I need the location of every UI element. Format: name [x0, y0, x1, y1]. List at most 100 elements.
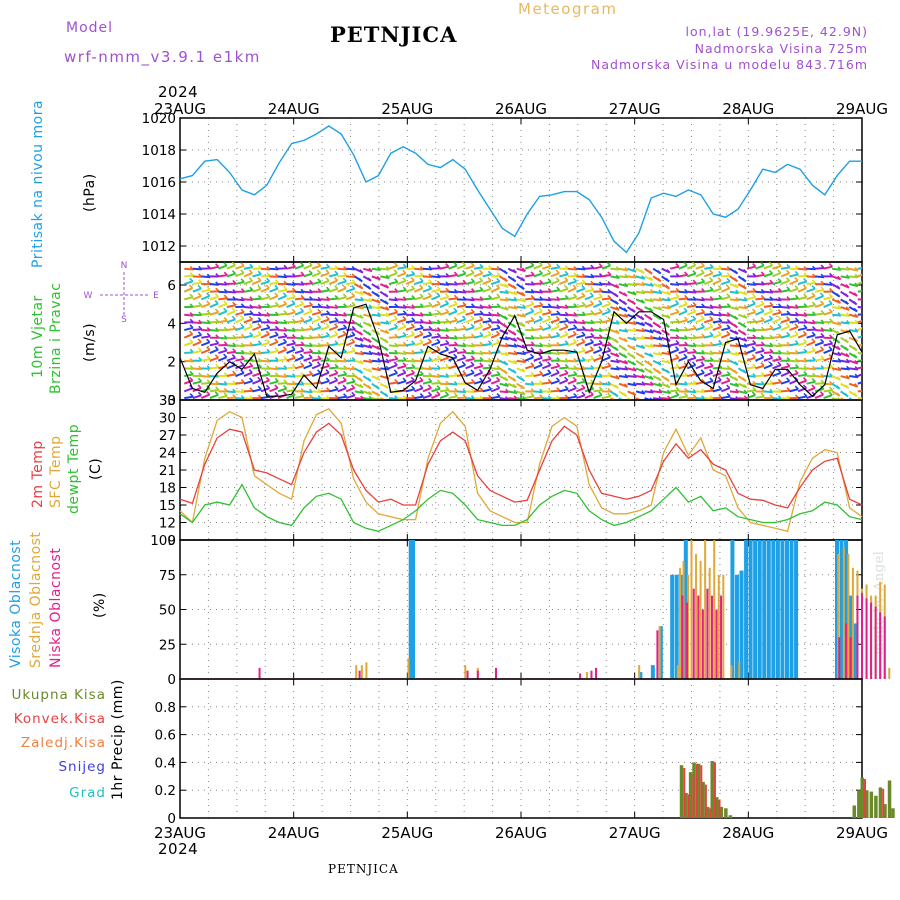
wind-arrow — [473, 318, 483, 324]
wind-arrow-head — [631, 361, 637, 366]
wind-arrow — [312, 336, 322, 339]
wind-arrow-head — [769, 348, 774, 353]
wind-arrow — [797, 295, 807, 301]
wind-arrow — [397, 289, 407, 293]
wind-arrow-head — [675, 391, 680, 396]
wind-arrow-head — [265, 277, 271, 282]
wind-arrow-head — [317, 388, 322, 393]
cloud-bar-0 — [794, 540, 799, 679]
wind-arrow — [524, 264, 535, 270]
wind-arrow — [405, 366, 415, 370]
wind-arrow-head — [470, 369, 475, 374]
wind-arrow — [473, 266, 484, 270]
wind-arrow-head — [478, 269, 484, 274]
model-label: Model — [66, 20, 114, 36]
wind-arrow — [465, 271, 475, 278]
wind-arrow-head — [479, 331, 484, 337]
wind-arrow — [218, 364, 228, 370]
wind-arrow-head — [453, 392, 458, 397]
wind-arrow-head — [385, 306, 390, 311]
cloud-bar-1 — [682, 560, 685, 679]
wind-arrow — [482, 388, 492, 393]
wind-arrow-head — [334, 363, 339, 369]
wind-arrow-head — [760, 341, 765, 346]
wind-arrow — [277, 348, 287, 354]
wind-arrow-head — [675, 263, 680, 268]
wind-arrow-head — [479, 286, 484, 291]
wind-arrow-head — [436, 346, 441, 351]
wind-arrow — [729, 298, 739, 302]
wind-arrow — [542, 344, 552, 348]
wind-arrow — [541, 364, 552, 370]
wind-arrow — [448, 336, 458, 340]
wind-arrow — [431, 288, 441, 293]
wind-arrow-head — [581, 325, 586, 331]
wind-arrow — [235, 381, 245, 385]
wind-arrow — [422, 394, 432, 400]
wind-arrow — [422, 275, 433, 278]
wind-arrow-head — [351, 284, 356, 290]
wind-arrow — [635, 290, 646, 295]
wind-arrow-head — [223, 346, 228, 351]
wind-arrow-head — [334, 357, 339, 363]
wind-arrow-head — [488, 265, 493, 270]
wind-arrow — [780, 266, 791, 270]
wind-arrow — [550, 279, 560, 285]
wind-arrow-head — [419, 348, 424, 353]
wind-arrow-head — [479, 263, 484, 268]
wind-arrow-head — [743, 337, 748, 342]
wind-arrow-head — [684, 294, 689, 300]
cloud-bar-0 — [789, 540, 794, 679]
wind-arrow-head — [317, 303, 322, 308]
wind-arrow-head — [684, 288, 689, 294]
wind-arrow — [703, 279, 714, 285]
wind-arrow — [542, 381, 552, 385]
wind-arrow — [720, 387, 731, 393]
wind-arrow-head — [282, 346, 287, 351]
wind-arrow-head — [530, 362, 535, 367]
wind-arrow-head — [820, 327, 825, 332]
wind-arrow — [576, 281, 586, 286]
wind-arrow — [763, 356, 773, 362]
wind-arrow — [832, 313, 842, 317]
wind-arrow — [857, 273, 862, 278]
wind-arrow — [405, 279, 415, 285]
wind-arrow-head — [436, 300, 441, 305]
wind-arrow — [286, 382, 296, 386]
y-tick-label: 50 — [159, 603, 176, 619]
wind-arrow-head — [572, 284, 577, 289]
wind-arrow — [201, 381, 211, 385]
wind-arrow — [670, 389, 680, 393]
wind-arrow-head — [692, 348, 697, 353]
wind-arrow-head — [641, 374, 646, 379]
wind-arrow-head — [291, 334, 297, 339]
wind-arrow-head — [334, 285, 339, 290]
wind-arrow-head — [769, 334, 774, 339]
wind-arrow-head — [718, 304, 723, 309]
wind-arrow — [652, 336, 663, 341]
wind-arrow-head — [496, 324, 501, 329]
wind-arrow-head — [539, 325, 544, 330]
wind-arrow — [405, 388, 415, 393]
wind-arrow-head — [223, 362, 228, 367]
y-tick-label: 2 — [167, 355, 176, 371]
wind-arrow-head — [231, 262, 236, 266]
wind-arrow-head — [829, 272, 834, 277]
wind-arrow — [567, 395, 577, 400]
wind-arrow-head — [436, 373, 442, 378]
wind-arrow — [533, 272, 543, 278]
wind-arrow-head — [692, 307, 697, 312]
wind-arrow-head — [283, 379, 288, 384]
wind-arrow — [337, 326, 347, 332]
wind-arrow-head — [215, 380, 220, 385]
wind-arrow-head — [402, 277, 407, 282]
wind-arrow — [192, 267, 202, 271]
wind-arrow — [857, 319, 862, 324]
wind-arrow — [431, 321, 441, 325]
wind-arrow-head — [665, 285, 671, 290]
wind-arrow-head — [367, 338, 372, 343]
wind-arrow-head — [359, 269, 364, 274]
wind-arrow — [823, 302, 833, 308]
wind-arrow — [584, 295, 594, 301]
wind-arrow-head — [675, 386, 680, 391]
